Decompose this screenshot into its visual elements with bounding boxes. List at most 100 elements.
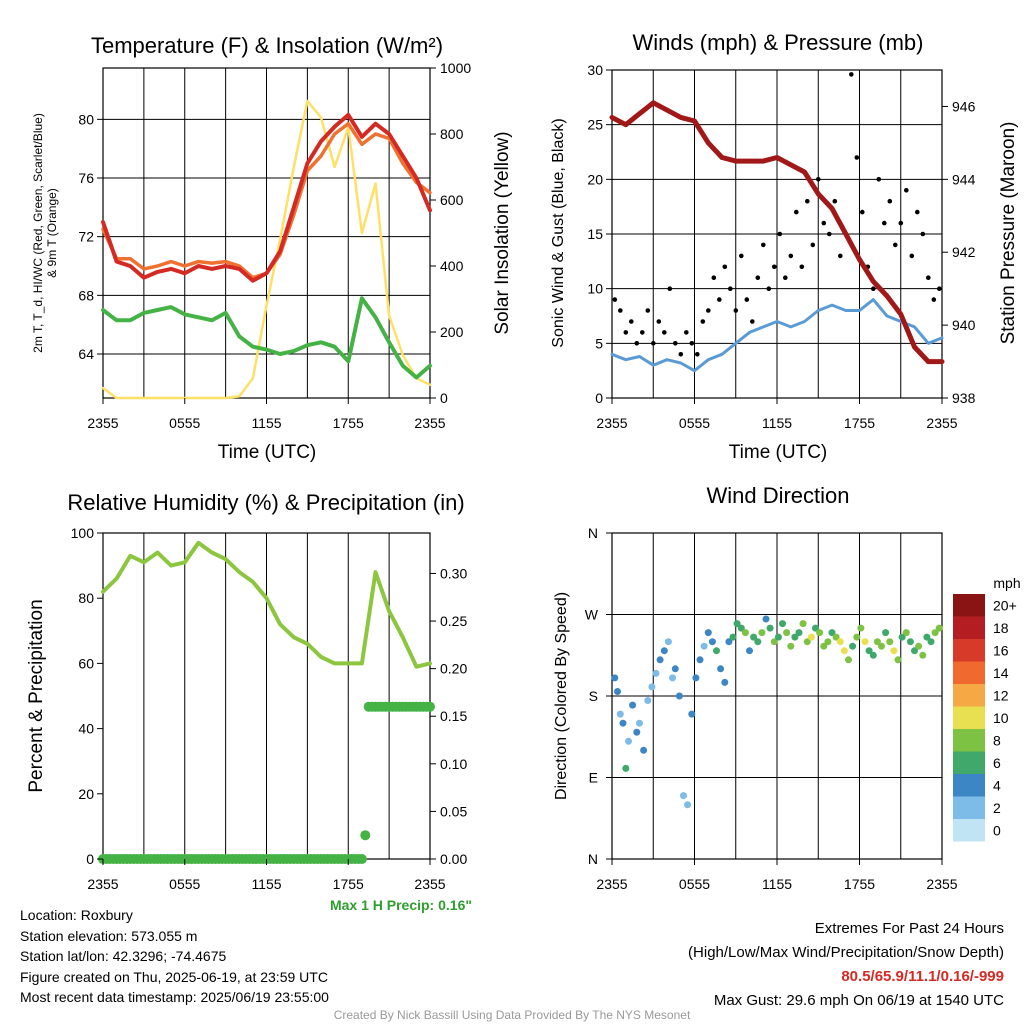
humidity-title: Relative Humidity (%) & Precipitation (i… xyxy=(67,490,464,515)
gust-point xyxy=(931,297,937,302)
gust-point xyxy=(678,352,684,357)
direction-point xyxy=(931,629,939,637)
temperature-title: Temperature (F) & Insolation (W/m²) xyxy=(91,33,443,58)
direction-point xyxy=(622,764,630,772)
direction-point xyxy=(754,638,762,646)
humidity-ylabel: Percent & Precipitation xyxy=(26,599,47,792)
station-latlon: Station lat/lon: 42.3296; -74.4675 xyxy=(20,948,227,964)
legend-label: 6 xyxy=(993,755,1001,771)
gust-point xyxy=(909,253,915,259)
gust-point xyxy=(651,341,656,346)
gust-point xyxy=(810,242,816,248)
speed-legend-title: mph xyxy=(993,575,1020,591)
gust-point xyxy=(640,330,645,335)
gust-point xyxy=(898,220,904,226)
y-right-tick-label: 0.05 xyxy=(440,803,467,819)
direction-point xyxy=(787,642,795,650)
max-gust: Max Gust: 29.6 mph On 06/19 at 1540 UTC xyxy=(713,992,1004,1009)
y-right-tick-label: 938 xyxy=(952,390,976,406)
direction-point xyxy=(717,665,725,673)
gust-point xyxy=(816,177,821,182)
gust-point xyxy=(684,330,689,335)
direction-point xyxy=(779,620,786,628)
direction-point xyxy=(675,692,683,700)
direction-point xyxy=(927,638,935,646)
y-tick-label: 0 xyxy=(595,390,603,406)
legend-swatch xyxy=(953,751,985,774)
direction-point xyxy=(636,719,643,727)
pressure-line xyxy=(609,100,945,365)
temperature-series-line xyxy=(101,99,432,400)
humidity-ticks: 2355 0555 1155 1755 2355 0 20 40 60 80 100 0.00 0.05… xyxy=(71,525,468,892)
y-tick-label: 76 xyxy=(78,170,94,186)
legend-swatch xyxy=(953,819,985,842)
direction-point xyxy=(861,638,869,646)
direction-point xyxy=(616,710,624,718)
legend-swatch xyxy=(953,661,985,684)
direction-point xyxy=(611,674,619,682)
y-tick-label: 5 xyxy=(595,335,603,351)
gust-point xyxy=(788,253,794,259)
legend-label: 16 xyxy=(993,642,1009,658)
direction-point xyxy=(746,647,753,655)
y-right-tick-label: 600 xyxy=(440,192,464,208)
y-tick-label: 10 xyxy=(587,281,603,297)
y-right-tick-label: 200 xyxy=(440,324,464,340)
direction-point xyxy=(680,792,687,800)
x-tick-label: 2355 xyxy=(87,876,118,892)
direction-point xyxy=(795,629,803,637)
x-tick-label: 2355 xyxy=(414,415,445,431)
station-location: Location: Roxbury xyxy=(20,907,133,923)
direction-point xyxy=(915,642,923,650)
direction-point xyxy=(633,728,641,736)
winds-title: Winds (mph) & Pressure (mb) xyxy=(633,30,924,55)
precip-point xyxy=(360,830,371,841)
legend-label: 12 xyxy=(993,687,1009,703)
direction-point xyxy=(840,647,848,655)
x-tick-label: 1155 xyxy=(762,415,792,431)
humidity-series xyxy=(98,540,435,864)
y-right-tick-label: 0.30 xyxy=(440,565,467,581)
direction-point xyxy=(853,633,861,641)
precip-point xyxy=(425,701,435,712)
direction-point xyxy=(704,629,712,637)
gust-point xyxy=(893,242,898,248)
y-right-tick-label: 800 xyxy=(440,126,464,142)
temperature-xlabel: Time (UTC) xyxy=(218,442,317,463)
pressure-ylabel: Station Pressure (Maroon) xyxy=(998,122,1019,345)
y-tick-label: 80 xyxy=(78,111,94,127)
direction-point xyxy=(619,719,627,727)
y-tick-label: E xyxy=(589,770,598,786)
gust-point xyxy=(854,155,860,160)
direction-point xyxy=(824,638,832,646)
winds-series xyxy=(609,72,945,373)
wind-speed-line xyxy=(610,298,944,373)
direction-point xyxy=(873,638,881,646)
direction-point xyxy=(640,746,648,754)
direction-point xyxy=(644,697,652,704)
gust-point xyxy=(838,253,843,259)
humidity-grid xyxy=(143,533,390,859)
gust-point xyxy=(827,231,832,237)
y-right-tick-label: 1000 xyxy=(440,60,471,76)
legend-swatch xyxy=(953,616,985,639)
y-tick-label: 72 xyxy=(78,229,94,245)
y-tick-label: 60 xyxy=(78,655,94,671)
gust-point xyxy=(821,220,827,226)
gust-point xyxy=(772,264,777,270)
direction-point xyxy=(923,633,931,641)
winds-grid xyxy=(612,69,942,399)
y-tick-label: 0 xyxy=(86,851,94,867)
direction-point xyxy=(656,656,664,664)
gust-point xyxy=(629,319,634,324)
direction-point xyxy=(669,674,676,682)
legend-label: 0 xyxy=(993,822,1001,838)
gust-point xyxy=(882,220,887,226)
direction-point xyxy=(762,615,770,623)
direction-point xyxy=(648,683,656,691)
gust-point xyxy=(876,177,882,182)
gust-point xyxy=(887,198,893,204)
direction-point xyxy=(845,656,852,664)
direction-point xyxy=(684,801,692,809)
gust-point xyxy=(711,275,717,281)
